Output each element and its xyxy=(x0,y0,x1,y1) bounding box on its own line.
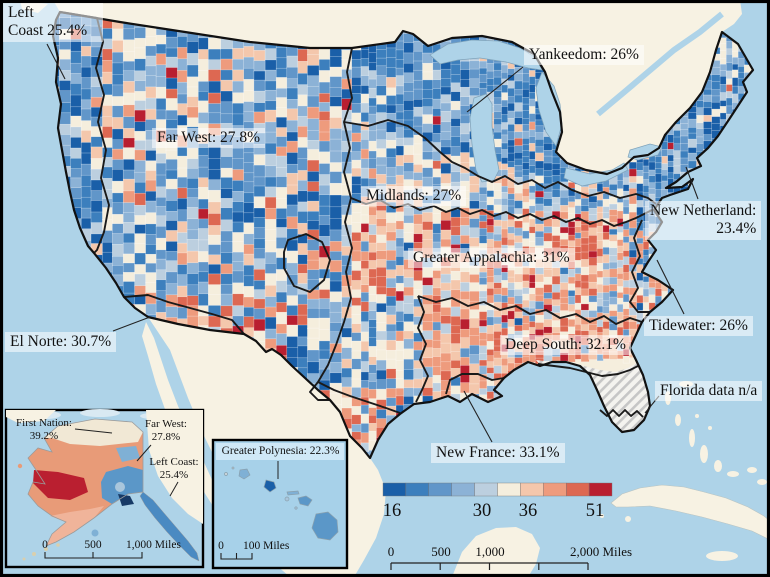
lake-michigan xyxy=(469,93,500,183)
maui-island xyxy=(297,495,313,507)
yankeedom-leader xyxy=(466,66,524,113)
legend-tick-51: 51 xyxy=(586,501,605,521)
florida-north-boundary xyxy=(537,363,639,377)
hawaii-scale-bracket xyxy=(220,553,253,560)
great-lakes xyxy=(429,39,663,187)
alaska-label-left-coast: Left Coast: 25.4% xyxy=(146,456,202,483)
deep-south-north-boundary xyxy=(417,295,643,325)
new-netherland-line1: New Netherland: xyxy=(650,202,757,219)
legend-swatches xyxy=(382,482,613,497)
alaska-first-nation-dark-red xyxy=(33,470,88,500)
label-leader-lines xyxy=(46,43,699,443)
lake-superior xyxy=(429,39,543,71)
hawaiian-islands xyxy=(224,466,339,541)
alaska-canada-land xyxy=(146,410,203,524)
left-coast-line2: Coast 25.4% xyxy=(8,22,88,40)
el-norte-boundary xyxy=(123,294,245,335)
region-label-far-west: Far West: 27.8% xyxy=(152,128,266,149)
yucatan-peninsula xyxy=(452,527,540,577)
cuba-island xyxy=(610,484,770,541)
ak-left-coast-line2: 25.4% xyxy=(159,469,189,482)
alaska-anchorage-dark xyxy=(118,494,134,506)
oahu-island xyxy=(263,479,277,493)
el-norte-leader xyxy=(112,316,151,332)
alaska-leader-lines xyxy=(74,428,179,497)
region-label-midlands: Midlands: 27% xyxy=(361,186,467,207)
hawaii-scale-end: 100 Miles xyxy=(243,540,290,552)
region-label-florida-na: Florida data n/a xyxy=(655,381,763,402)
region-label-new-netherland: New Netherland: 23.4% xyxy=(645,201,762,240)
main-scale-1000: 1,000 xyxy=(475,544,504,559)
main-scale-500: 500 xyxy=(431,544,451,559)
canada-landmass xyxy=(53,0,742,174)
hawaii-label-greater-polynesia: Greater Polynesia: 22.3% xyxy=(221,445,340,457)
lanai-island xyxy=(284,496,290,502)
color-legend: 16 30 36 51 xyxy=(382,482,613,521)
lake-huron xyxy=(535,71,563,147)
main-scale-2000: 2,000 Miles xyxy=(570,544,632,559)
st-lawrence-river xyxy=(596,11,724,117)
alaska-siberia-land xyxy=(6,410,56,423)
alaska-mainland-outline xyxy=(27,418,144,547)
big-island xyxy=(311,511,339,541)
hawaii-scale-0: 0 xyxy=(218,540,224,552)
legend-tick-30: 30 xyxy=(473,501,492,521)
first-nation-line2: 39.2% xyxy=(29,430,59,443)
baja-peninsula xyxy=(142,322,236,532)
ak-far-west-line1: Far West: xyxy=(145,418,187,430)
hawaii-inset: 0 100 Miles xyxy=(211,438,349,570)
ak-far-west-line2: 27.8% xyxy=(151,431,181,444)
aleutian-islands xyxy=(22,543,60,561)
main-scale-0: 0 xyxy=(388,544,395,559)
tidewater-leader xyxy=(656,259,685,315)
region-boundaries xyxy=(59,11,657,418)
kodiak-island xyxy=(91,529,99,537)
region-label-deep-south: Deep South: 32.1% xyxy=(500,335,631,356)
nunivak-island xyxy=(17,463,23,469)
region-label-el-norte: El Norte: 30.7% xyxy=(5,332,117,353)
left-coast-line1: Left xyxy=(8,4,34,21)
left-coast-leader xyxy=(46,43,66,80)
el-norte-new-mexico-enclave xyxy=(283,233,331,293)
far-west-boundary xyxy=(309,47,353,401)
alaska-south-pink xyxy=(46,506,104,546)
alaska-label-first-nation: First Nation: 39.2% xyxy=(12,417,76,444)
region-label-yankeedom: Yankeedom: 26% xyxy=(524,45,644,66)
first-nation-line1: First Nation: xyxy=(16,417,72,429)
kauai-island xyxy=(238,468,251,480)
alaska-scale-0: 0 xyxy=(42,539,48,551)
deep-south-west-boundary xyxy=(415,295,429,403)
el-norte-texas-boundary xyxy=(317,381,401,414)
alaska-north-region xyxy=(44,419,143,446)
alaska-inset: 0 500 1,000 Miles xyxy=(4,408,205,569)
new-netherland-line2: 23.4% xyxy=(716,220,757,238)
alaska-scale-bracket xyxy=(44,552,143,559)
hawaii-label-strip xyxy=(216,443,344,460)
region-label-left-coast: Left Coast 25.4% xyxy=(3,3,103,42)
alaska-light-blue-spot xyxy=(115,482,125,492)
main-scale-bar xyxy=(390,562,589,570)
region-label-new-france: New France: 33.1% xyxy=(431,443,565,464)
legend-tick-36: 36 xyxy=(519,501,538,521)
new-netherland-leader xyxy=(685,166,699,200)
alaska-scale-mid: 500 xyxy=(84,539,102,551)
region-label-greater-appalachia: Greater Appalachia: 31% xyxy=(408,248,575,269)
molokai-island xyxy=(286,490,300,496)
ak-left-coast-line1: Left Coast: xyxy=(149,456,199,468)
jamaica-island xyxy=(706,551,738,561)
alaska-scale-end: 1,000 Miles xyxy=(126,539,181,551)
region-label-tidewater: Tidewater: 26% xyxy=(644,316,753,337)
tidewater-boundary xyxy=(629,219,650,313)
alaska-mainland xyxy=(28,419,143,546)
new-france-boundary xyxy=(445,373,505,395)
alaska-panhandle xyxy=(139,491,200,562)
yankeedom-boundary xyxy=(343,119,657,205)
legend-tick-16: 16 xyxy=(383,501,402,521)
alaska-label-far-west: Far West: 27.8% xyxy=(141,418,191,445)
alaska-interior-blue xyxy=(116,446,140,462)
new-france-leader xyxy=(463,390,493,443)
